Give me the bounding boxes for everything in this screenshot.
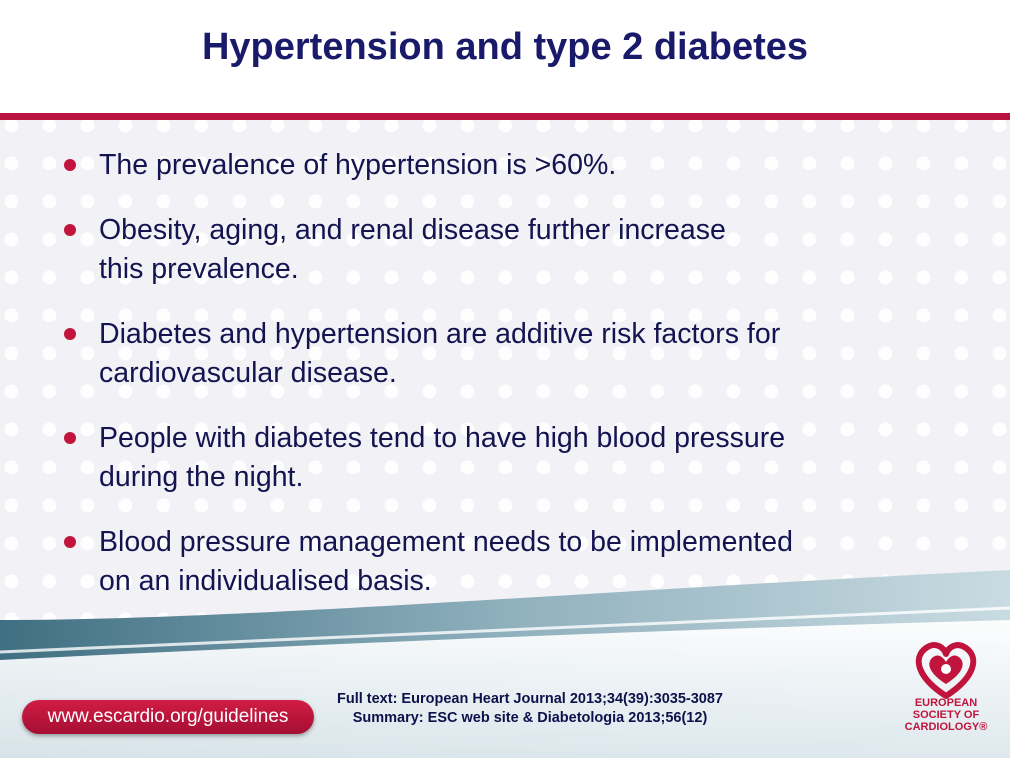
bullet-item: The prevalence of hypertension is >60%. xyxy=(64,146,944,185)
guidelines-url-link[interactable]: www.escardio.org/guidelines xyxy=(22,700,314,734)
bullet-item: Diabetes and hypertension are additive r… xyxy=(64,315,944,393)
header-band xyxy=(0,0,1010,114)
title-divider xyxy=(0,113,1010,120)
bullet-text-line1: The prevalence of hypertension is >60%. xyxy=(99,149,617,181)
bullet-dot-icon xyxy=(64,224,76,236)
bullet-dot-icon xyxy=(64,159,76,171)
bullet-text-line1: Obesity, aging, and renal disease furthe… xyxy=(99,214,726,246)
references: Full text: European Heart Journal 2013;3… xyxy=(330,690,730,728)
slide-title: Hypertension and type 2 diabetes xyxy=(201,26,809,68)
bullet-text-line2: on an individualised basis. xyxy=(99,565,432,597)
reference-summary: Summary: ESC web site & Diabetologia 201… xyxy=(352,710,708,726)
logo-line-3: CARDIOLOGY® xyxy=(904,721,988,733)
bullet-item: Blood pressure management needs to be im… xyxy=(64,523,944,601)
logo-text: EUROPEAN SOCIETY OF CARDIOLOGY® xyxy=(894,697,998,733)
bullet-dot-icon xyxy=(64,432,76,444)
bullet-dot-icon xyxy=(64,328,76,340)
bullet-text-line1: Blood pressure management needs to be im… xyxy=(99,526,793,558)
heart-logo-icon xyxy=(915,642,977,699)
bullet-text-line2: during the night. xyxy=(99,461,304,493)
bullet-dot-icon xyxy=(64,536,76,548)
logo-line-2: SOCIETY OF xyxy=(912,709,980,721)
bullet-text-line1: Diabetes and hypertension are additive r… xyxy=(99,318,781,350)
bullet-text-line2: this prevalence. xyxy=(99,253,299,285)
bullet-text-line2: cardiovascular disease. xyxy=(99,357,397,389)
bullet-list: The prevalence of hypertension is >60%. … xyxy=(64,146,944,627)
logo-line-1: EUROPEAN xyxy=(914,697,978,709)
reference-full-text: Full text: European Heart Journal 2013;3… xyxy=(336,691,723,707)
bullet-text-line1: People with diabetes tend to have high b… xyxy=(99,422,786,454)
bullet-item: People with diabetes tend to have high b… xyxy=(64,419,944,497)
bullet-item: Obesity, aging, and renal disease furthe… xyxy=(64,211,944,289)
